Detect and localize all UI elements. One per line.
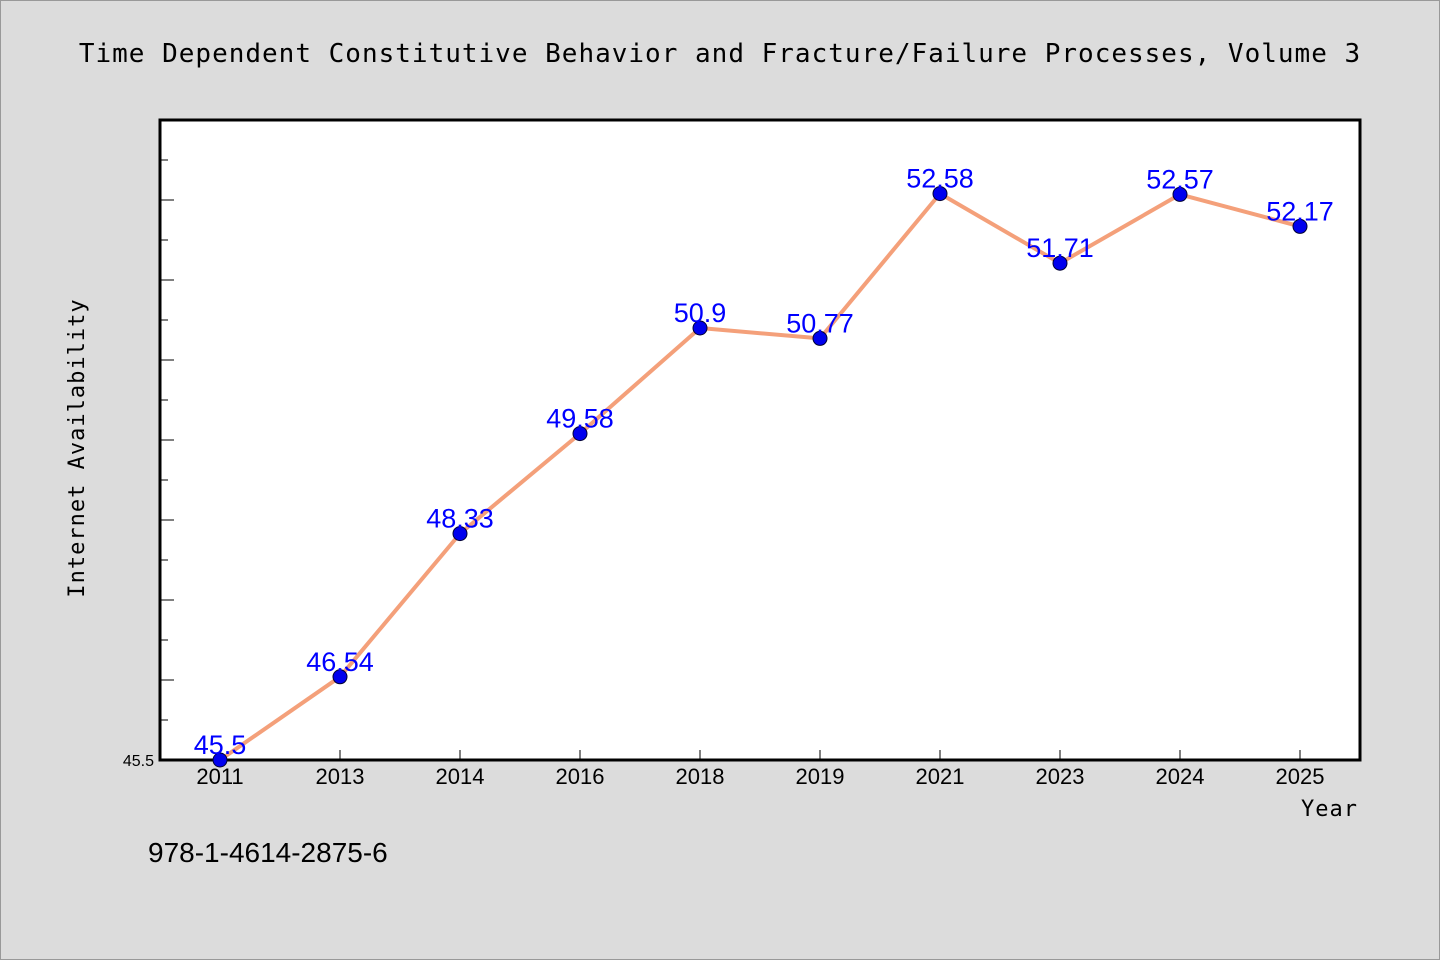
y-axis-ticks: 45.5 (123, 119, 174, 770)
x-tick-label: 2016 (556, 764, 605, 789)
data-point (572, 426, 588, 442)
data-label: 45.5 (194, 730, 247, 760)
x-tick-label: 2023 (1036, 764, 1085, 789)
x-tick-label: 2013 (316, 764, 365, 789)
x-tick-label: 2014 (436, 764, 485, 789)
data-label: 52.17 (1266, 196, 1334, 226)
series-line (218, 191, 1302, 762)
data-label: 49.58 (546, 404, 614, 434)
isbn-annotation: 978-1-4614-2875-6 (148, 837, 388, 868)
x-tick-label: 2011 (196, 764, 243, 789)
x-tick-label: 2019 (796, 764, 845, 789)
data-point (1292, 218, 1308, 234)
series-group: 45.5 46.54 48.33 49.58 50.9 50.77 52.58 51.71 52… (194, 164, 1334, 768)
y-axis-label: Internet Availability (65, 298, 90, 597)
x-tick-label: 2021 (916, 764, 965, 789)
data-point (1172, 186, 1188, 202)
data-point (932, 186, 948, 202)
x-tick-label: 2018 (676, 764, 725, 789)
data-label: 50.77 (786, 308, 854, 338)
data-point (812, 330, 828, 346)
data-label: 48.33 (426, 504, 494, 534)
data-point (1052, 255, 1068, 271)
y-tick-label: 45.5 (123, 753, 154, 770)
data-label: 46.54 (306, 647, 374, 677)
x-axis-label: Year (1301, 797, 1358, 822)
x-axis-ticks: 2011 2013 2014 2016 2018 2019 2021 2023 2024 2025 (196, 750, 1324, 789)
data-point (332, 669, 348, 685)
data-point (452, 526, 468, 542)
data-label: 52.58 (906, 164, 974, 194)
data-point (212, 752, 228, 768)
x-tick-label: 2025 (1276, 764, 1325, 789)
data-label: 50.9 (674, 298, 727, 328)
data-label: 51.71 (1026, 233, 1094, 263)
chart-title: Time Dependent Constitutive Behavior and… (79, 39, 1361, 69)
data-point (692, 320, 708, 336)
x-tick-label: 2024 (1156, 764, 1205, 789)
data-label: 52.57 (1146, 164, 1214, 194)
